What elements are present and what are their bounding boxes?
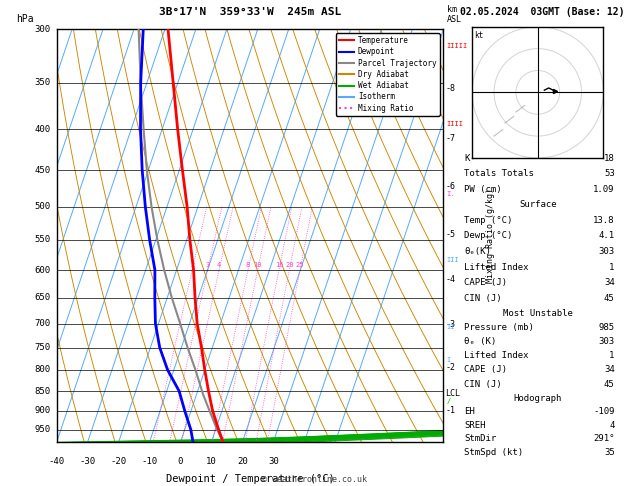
- Text: Surface: Surface: [519, 200, 557, 209]
- Text: 45: 45: [604, 380, 615, 389]
- Text: 13.8: 13.8: [593, 216, 615, 225]
- Text: 30: 30: [268, 457, 279, 466]
- Text: StmSpd (kt): StmSpd (kt): [464, 448, 523, 457]
- Text: K: K: [464, 154, 470, 163]
- Text: 10: 10: [206, 457, 217, 466]
- Text: 1.09: 1.09: [593, 185, 615, 193]
- Text: 650: 650: [35, 294, 51, 302]
- Text: 500: 500: [35, 202, 51, 211]
- Text: Most Unstable: Most Unstable: [503, 309, 573, 318]
- Text: θₑ (K): θₑ (K): [464, 337, 496, 346]
- Text: III: III: [447, 258, 459, 263]
- Text: 16: 16: [275, 262, 283, 268]
- Text: -20: -20: [111, 457, 126, 466]
- Text: 10: 10: [253, 262, 262, 268]
- Text: 0: 0: [178, 457, 183, 466]
- Text: 450: 450: [35, 166, 51, 174]
- Text: 400: 400: [35, 124, 51, 134]
- Text: 800: 800: [35, 365, 51, 375]
- Text: 4.1: 4.1: [599, 231, 615, 241]
- Text: Dewp (°C): Dewp (°C): [464, 231, 513, 241]
- Text: LCL: LCL: [445, 389, 460, 399]
- Text: -109: -109: [593, 407, 615, 416]
- Text: 985: 985: [599, 323, 615, 332]
- Text: -2: -2: [445, 364, 455, 372]
- Text: CIN (J): CIN (J): [464, 294, 502, 303]
- Text: Totals Totals: Totals Totals: [464, 169, 534, 178]
- Text: 303: 303: [599, 337, 615, 346]
- Text: CAPE (J): CAPE (J): [464, 365, 507, 375]
- Text: kt: kt: [474, 31, 484, 40]
- Text: Temp (°C): Temp (°C): [464, 216, 513, 225]
- Text: 950: 950: [35, 425, 51, 434]
- Text: 4: 4: [610, 421, 615, 430]
- Text: 300: 300: [35, 25, 51, 34]
- Text: CIN (J): CIN (J): [464, 380, 502, 389]
- Text: -40: -40: [48, 457, 65, 466]
- Text: -6: -6: [445, 182, 455, 191]
- Text: EH: EH: [464, 407, 475, 416]
- Text: 8: 8: [246, 262, 250, 268]
- Text: 35: 35: [604, 448, 615, 457]
- Text: IIIII: IIIII: [447, 43, 468, 49]
- Text: 25: 25: [296, 262, 304, 268]
- Text: 02.05.2024  03GMT (Base: 12): 02.05.2024 03GMT (Base: 12): [460, 7, 625, 17]
- Text: km
ASL: km ASL: [447, 5, 462, 24]
- Text: © weatheronline.co.uk: © weatheronline.co.uk: [262, 474, 367, 484]
- Legend: Temperature, Dewpoint, Parcel Trajectory, Dry Adiabat, Wet Adiabat, Isotherm, Mi: Temperature, Dewpoint, Parcel Trajectory…: [336, 33, 440, 116]
- Text: 20: 20: [285, 262, 294, 268]
- Text: IIII: IIII: [447, 121, 464, 127]
- Text: -5: -5: [445, 229, 455, 239]
- Text: I.: I.: [447, 191, 455, 197]
- Text: 1: 1: [610, 262, 615, 272]
- Text: 2: 2: [190, 262, 194, 268]
- Text: 1: 1: [610, 351, 615, 360]
- Text: Dewpoint / Temperature (°C): Dewpoint / Temperature (°C): [165, 474, 335, 484]
- Text: /: /: [447, 398, 451, 404]
- Text: 600: 600: [35, 265, 51, 275]
- Text: II: II: [447, 324, 455, 330]
- Text: CAPE (J): CAPE (J): [464, 278, 507, 287]
- Text: -30: -30: [79, 457, 96, 466]
- Text: -4: -4: [445, 275, 455, 284]
- Text: 3: 3: [206, 262, 210, 268]
- Text: Hodograph: Hodograph: [514, 394, 562, 402]
- Text: 53: 53: [604, 169, 615, 178]
- Text: 45: 45: [604, 294, 615, 303]
- Text: 750: 750: [35, 343, 51, 352]
- Text: -7: -7: [445, 134, 455, 143]
- Text: θₑ(K): θₑ(K): [464, 247, 491, 256]
- Text: -1: -1: [445, 406, 455, 415]
- Text: Lifted Index: Lifted Index: [464, 262, 529, 272]
- Text: 350: 350: [35, 78, 51, 87]
- Text: 700: 700: [35, 319, 51, 328]
- Text: Pressure (mb): Pressure (mb): [464, 323, 534, 332]
- Text: PW (cm): PW (cm): [464, 185, 502, 193]
- Text: I: I: [447, 357, 451, 363]
- Text: StmDir: StmDir: [464, 434, 496, 443]
- Text: 900: 900: [35, 406, 51, 416]
- Text: 850: 850: [35, 386, 51, 396]
- Text: 34: 34: [604, 278, 615, 287]
- Text: 4: 4: [217, 262, 221, 268]
- Text: 3B°17'N  359°33'W  245m ASL: 3B°17'N 359°33'W 245m ASL: [159, 7, 341, 17]
- Text: 20: 20: [237, 457, 248, 466]
- Text: 303: 303: [599, 247, 615, 256]
- Text: hPa: hPa: [16, 14, 33, 24]
- Text: SREH: SREH: [464, 421, 486, 430]
- Text: 34: 34: [604, 365, 615, 375]
- Text: -8: -8: [445, 84, 455, 93]
- Text: -10: -10: [142, 457, 157, 466]
- Text: Lifted Index: Lifted Index: [464, 351, 529, 360]
- Text: -3: -3: [445, 320, 455, 329]
- Text: 550: 550: [35, 235, 51, 244]
- Text: 18: 18: [604, 154, 615, 163]
- Text: 291°: 291°: [593, 434, 615, 443]
- Text: Mixing Ratio (g/kg): Mixing Ratio (g/kg): [486, 188, 495, 283]
